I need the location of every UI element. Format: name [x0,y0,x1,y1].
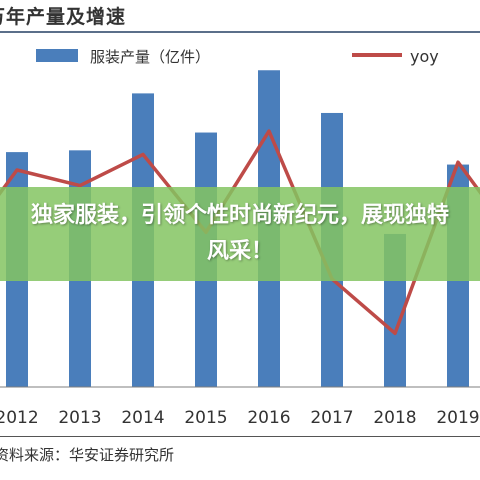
x-tick-label-2013: 2013 [58,408,101,428]
x-tick-label-2014: 2014 [121,408,164,428]
yoy-point-2014 [141,152,145,156]
x-tick-label-2015: 2015 [184,408,227,428]
title-divider [0,31,480,33]
legend-label-line: yoy [410,47,439,66]
yoy-point-2018 [393,331,397,335]
yoy-point-2012 [15,168,19,172]
yoy-point-2016 [267,129,271,133]
x-tick-label-2017: 2017 [310,408,353,428]
x-tick-label-2018: 2018 [373,408,416,428]
promo-banner: 独家服装，引领个性时尚新纪元，展现独特风采！ [0,187,480,281]
yoy-point-2013 [78,184,82,188]
x-tick-label-2019: 2019 [436,408,479,428]
x-tick-label-2016: 2016 [247,408,290,428]
legend: 服装产量（亿件） yoy [36,47,439,66]
source-note: 资料来源：华安证券研究所 [0,446,175,464]
x-axis: 2011201220132014201520162017201820192020 [0,386,480,428]
yoy-point-2019 [456,160,460,164]
x-tick-label-2012: 2012 [0,408,39,428]
legend-label-bar: 服装产量（亿件） [90,48,210,66]
source-divider [0,436,480,437]
legend-swatch-bar [36,49,78,62]
chart-title: 万年产量及增速 [0,6,127,28]
promo-banner-text: 独家服装，引领个性时尚新纪元，展现独特风采！ [30,203,449,264]
